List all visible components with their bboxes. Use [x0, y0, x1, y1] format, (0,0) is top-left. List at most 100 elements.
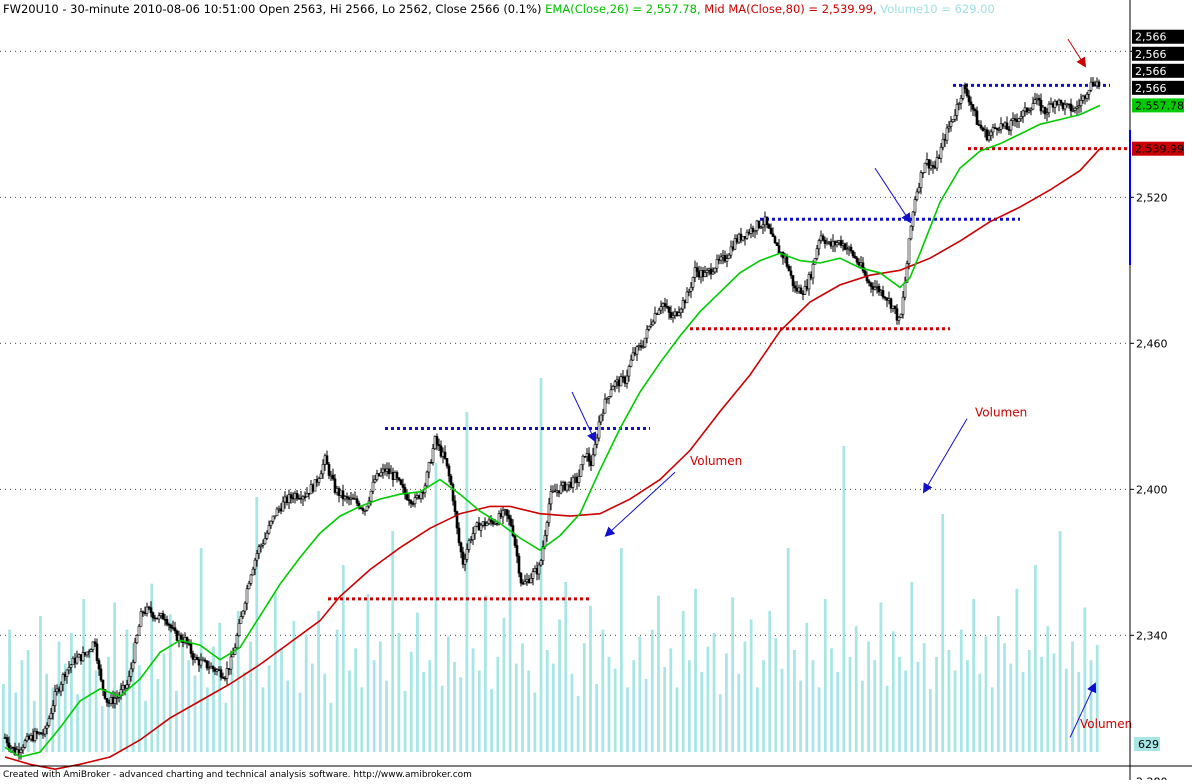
candle-body [451, 484, 455, 502]
candle-body [873, 286, 877, 290]
candle-body [905, 263, 909, 283]
volume-bar [644, 678, 648, 752]
volume-bar [323, 673, 327, 752]
candle-body [669, 312, 673, 318]
candle-body [397, 477, 401, 481]
volume-bar [88, 648, 92, 752]
candle-body [313, 479, 317, 492]
candle-body [63, 674, 67, 677]
candle-body [1091, 81, 1095, 85]
candle-body [759, 226, 763, 229]
candle-body [439, 445, 443, 457]
volume-bar [749, 619, 753, 752]
candle-body [775, 242, 779, 247]
candle-body [185, 637, 189, 644]
candle-body [799, 287, 803, 294]
candle-body [267, 525, 271, 534]
volume-bar [465, 412, 469, 752]
volume-bar [508, 514, 512, 752]
volume-bar [823, 599, 827, 752]
candle-body [897, 317, 901, 321]
volume-bar [521, 643, 524, 752]
candle-body [921, 172, 925, 174]
candle-body [549, 491, 553, 505]
candle-body [261, 543, 265, 546]
candle-body [605, 397, 609, 400]
volume-bar [1064, 668, 1068, 752]
breakout-arrow-2 [874, 167, 912, 224]
volume-bar [780, 668, 784, 752]
candle-body [979, 124, 983, 129]
candle-body [169, 624, 173, 628]
candle-body [159, 613, 163, 616]
candle-body [1093, 84, 1097, 87]
candle-body [407, 499, 411, 501]
candle-body [275, 508, 279, 517]
candle-body [591, 454, 595, 466]
volume-bar [255, 497, 259, 752]
candle-body [457, 527, 461, 544]
header-part-3: Volume10 = 629.00 [880, 2, 995, 16]
candle-body [517, 555, 521, 574]
candle-body [125, 684, 129, 689]
candle-body [1079, 100, 1083, 106]
candle-body [631, 352, 635, 361]
candle-body [251, 568, 255, 576]
candle-body [919, 172, 923, 188]
volume-bar [731, 597, 734, 752]
volume-bar [156, 678, 160, 752]
volume-bar [694, 588, 697, 752]
candle-body [725, 258, 729, 262]
volume-bar [978, 673, 982, 752]
candle-body [1073, 107, 1077, 111]
candle-body [161, 613, 165, 620]
candle-body [33, 731, 37, 741]
volume-bar [1089, 660, 1093, 752]
candle-body [89, 649, 93, 652]
volume-bar [273, 592, 277, 752]
candle-body [115, 697, 119, 699]
candle-body [901, 296, 905, 315]
candle-body [597, 421, 601, 439]
header-part-0: FW20U10 - 30-minute 2010-08-06 10:51:00 … [3, 2, 545, 16]
candle-body [9, 746, 13, 749]
candle-body [355, 498, 359, 504]
candle-body [453, 500, 457, 512]
volume-bar [626, 687, 629, 752]
volume-bar [45, 673, 49, 752]
top-arrow [1067, 38, 1087, 68]
volume-bar [310, 663, 314, 752]
candle-body [647, 325, 651, 330]
candle-body [167, 624, 171, 626]
price-label-bg-0 [1132, 29, 1184, 44]
volume-bar [601, 629, 605, 752]
candle-body [271, 515, 275, 522]
candle-body [211, 666, 215, 670]
volume-arrow-3 [1069, 682, 1097, 738]
candle-body [539, 560, 543, 566]
candle-body [1049, 103, 1053, 105]
volume-bar [496, 656, 500, 752]
candle-body [77, 654, 81, 658]
header-part-2: Mid MA(Close,80) = 2,539.99, [704, 2, 880, 16]
candle-body [745, 231, 749, 239]
candle-body [915, 191, 919, 200]
candle-body [947, 126, 951, 129]
candle-body [395, 472, 399, 479]
volume-bar [885, 685, 889, 752]
candle-body [753, 230, 757, 233]
candle-body [1017, 118, 1021, 122]
price-label-3: 2,566 [1135, 82, 1167, 95]
candle-body [409, 500, 413, 504]
candle-body [379, 472, 383, 477]
candle-body [429, 462, 433, 464]
candle-body [559, 484, 563, 494]
volume-bar [280, 648, 283, 752]
candle-body [603, 398, 607, 414]
volume-bar [292, 621, 296, 752]
volume-bar [928, 689, 932, 752]
candle-body [67, 667, 71, 671]
candle-body [41, 733, 45, 736]
candle-body [1055, 100, 1059, 106]
